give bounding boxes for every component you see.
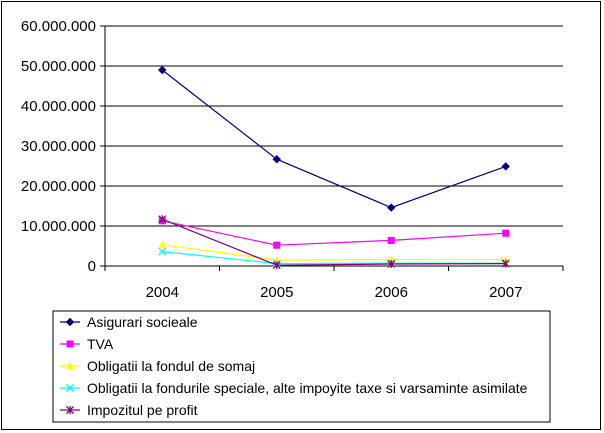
data-point xyxy=(387,236,395,244)
legend-label: Obligatii la fondul de somaj xyxy=(87,358,255,374)
x-tick-label: 2004 xyxy=(146,284,179,301)
y-tick-label: 40.000.000 xyxy=(21,98,96,115)
legend-label: Asigurari socieale xyxy=(87,314,198,330)
series-1 xyxy=(158,65,510,212)
y-tick-label: 20.000.000 xyxy=(21,178,96,195)
series-line xyxy=(162,220,506,246)
legend-item: TVA xyxy=(60,336,114,352)
x-tick-label: 2005 xyxy=(260,284,293,301)
legend-label: Impozitul pe profit xyxy=(87,402,198,418)
data-point xyxy=(501,162,510,171)
legend-marker xyxy=(65,317,75,327)
data-point xyxy=(501,259,510,268)
data-point xyxy=(272,154,281,164)
y-tick-label: 10.000.000 xyxy=(21,218,96,235)
legend-item: Obligatii la fondul de somaj xyxy=(60,358,255,374)
data-point xyxy=(273,241,281,249)
data-point xyxy=(158,240,167,249)
series-line xyxy=(162,251,506,265)
y-tick-label: 60.000.000 xyxy=(21,18,96,35)
series-2 xyxy=(158,217,510,249)
series-line xyxy=(162,244,506,261)
y-tick-label: 30.000.000 xyxy=(21,138,96,155)
data-point xyxy=(272,261,281,270)
data-point xyxy=(158,247,167,256)
x-tick-label: 2006 xyxy=(375,284,408,301)
legend-marker xyxy=(66,406,74,414)
legend-box xyxy=(52,310,551,423)
x-tick-label: 2007 xyxy=(489,284,522,301)
gridlines xyxy=(105,25,563,227)
series-layer xyxy=(158,65,510,270)
data-point xyxy=(387,203,396,212)
legend-label: TVA xyxy=(87,336,114,352)
legend: Asigurari socieale TVA Obligatii la fondul… xyxy=(52,310,551,423)
y-tick-label: 50.000.000 xyxy=(21,58,96,75)
y-tick-label: 0 xyxy=(88,258,96,275)
legend-item: Impozitul pe profit xyxy=(60,402,198,418)
legend-marker xyxy=(66,362,74,370)
series-3 xyxy=(158,240,510,264)
series-line xyxy=(161,69,506,209)
legend-item: Asigurari socieale xyxy=(60,314,198,330)
legend-item: Obligatii la fondurile speciale, alte im… xyxy=(60,380,528,396)
legend-label: Obligatii la fondurile speciale, alte im… xyxy=(87,380,528,396)
data-point xyxy=(158,215,167,224)
axes: 0 10.000.000 20.000.000 30.000.000 40.000.00… xyxy=(21,18,564,301)
legend-marker xyxy=(66,340,74,348)
series-line xyxy=(162,218,506,266)
data-point xyxy=(158,65,167,75)
series-5 xyxy=(158,215,510,270)
data-point xyxy=(387,260,396,268)
legend-marker xyxy=(66,384,74,392)
data-point xyxy=(502,229,510,237)
